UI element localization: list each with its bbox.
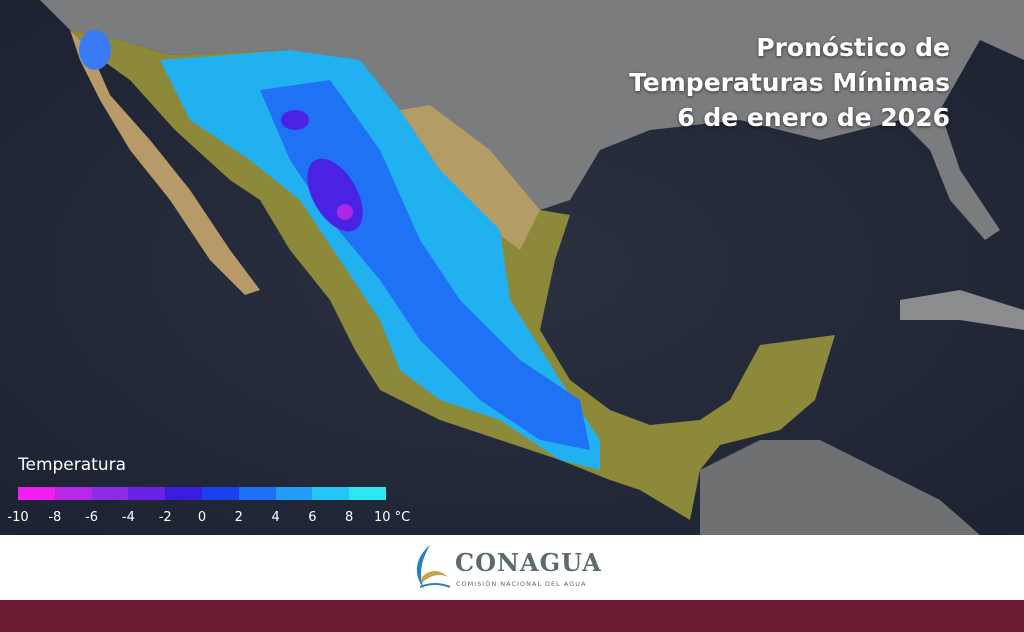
map-title: Pronóstico de Temperaturas Mínimas 6 de … <box>629 30 950 135</box>
legend-label: 8 <box>345 510 354 525</box>
bottom-band <box>0 600 1024 632</box>
legend-label: 0 <box>197 510 207 525</box>
legend-label: 4 <box>271 510 280 525</box>
title-line: Pronóstico de <box>756 33 950 62</box>
title-line: Temperaturas Mínimas <box>629 68 950 97</box>
legend-scale <box>18 487 386 500</box>
baja-california <box>70 30 260 295</box>
legend-swatch <box>18 487 55 500</box>
northeast-region <box>400 105 540 250</box>
legend-swatch <box>238 487 276 500</box>
legend-swatch <box>312 487 350 500</box>
north-america-land <box>40 0 1024 240</box>
brand: CONAGUA <box>455 548 602 577</box>
legend-label: 10 °C <box>374 510 411 525</box>
legend-swatch <box>275 487 313 500</box>
legend-label: -8 <box>48 510 62 525</box>
legend-swatch <box>201 487 239 500</box>
legend-label: -10 <box>7 510 29 525</box>
legend-label: 6 <box>308 510 317 525</box>
coldest-area <box>281 110 309 130</box>
cuba <box>900 290 1024 330</box>
central-america <box>700 440 980 535</box>
legend-swatch <box>54 487 92 500</box>
legend-swatch <box>165 487 202 500</box>
legend-label: 2 <box>234 510 243 525</box>
legend-swatch <box>91 487 129 500</box>
legend-swatch <box>349 487 386 500</box>
cold-area <box>79 30 111 70</box>
legend-swatch <box>128 487 166 500</box>
legend-label: -2 <box>158 510 172 525</box>
map <box>0 0 1024 535</box>
legend-label: -4 <box>121 510 135 525</box>
legend-label: -6 <box>85 510 99 525</box>
footer <box>0 535 1024 600</box>
legend-title: Temperatura <box>18 455 127 475</box>
brand-subtitle: COMISIÓN NACIONAL DEL AGUA <box>456 580 587 588</box>
coldest-core <box>337 204 353 220</box>
legend-labels: -10 -8 -6 -4 -2 0 2 4 6 8 10 °C <box>0 510 440 528</box>
logo <box>416 545 450 589</box>
title-line: 6 de enero de 2026 <box>677 103 950 132</box>
